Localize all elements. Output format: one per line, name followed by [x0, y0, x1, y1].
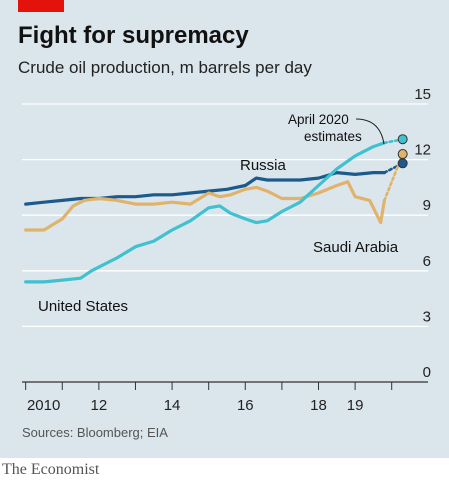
source-note: Sources: Bloomberg; EIA [22, 425, 168, 440]
y-tick-label: 3 [423, 308, 431, 325]
chart-title: Fight for supremacy [18, 22, 249, 49]
estimate-markers [397, 134, 408, 169]
estimate-marker-russia [397, 158, 408, 169]
line-chart: 2010 12 14 16 18 19 15 12 9 6 3 0 Russia Saudi Ara… [22, 86, 431, 414]
series-lines [24, 137, 404, 284]
label-estimates-line1: April 2020 [288, 112, 349, 127]
publisher-logo: The Economist [2, 461, 100, 478]
x-tick-label: 16 [237, 397, 254, 414]
brand-red-bar [18, 0, 64, 12]
estimate-marker-united-states [397, 134, 408, 145]
series-line-united-states [24, 141, 386, 284]
x-tick-label: 2010 [27, 397, 60, 414]
x-tick-label: 19 [347, 397, 364, 414]
y-tick-label: 9 [423, 197, 431, 214]
gridlines [22, 103, 428, 328]
estimate-marker-saudi-arabia [397, 149, 408, 160]
y-tick-label: 0 [423, 364, 431, 381]
y-tick-label: 15 [414, 86, 431, 103]
x-tick-label: 12 [91, 397, 108, 414]
x-tick-label: 14 [164, 397, 181, 414]
chart-subtitle: Crude oil production, m barrels per day [18, 58, 312, 77]
estimates-leader-line [355, 118, 385, 145]
label-estimates-line2: estimates [304, 129, 362, 144]
y-axis-labels: 15 12 9 6 3 0 [414, 86, 431, 381]
y-tick-label: 6 [423, 253, 431, 270]
annotations: Russia Saudi Arabia United States April … [38, 112, 399, 315]
x-tick-label: 18 [310, 397, 327, 414]
label-russia: Russia [240, 157, 287, 174]
label-united-states: United States [38, 298, 128, 315]
y-tick-label: 12 [414, 142, 431, 159]
series-line-saudi-arabia [24, 180, 386, 232]
x-axis: 2010 12 14 16 18 19 [22, 381, 428, 414]
label-saudi-arabia: Saudi Arabia [313, 239, 399, 256]
